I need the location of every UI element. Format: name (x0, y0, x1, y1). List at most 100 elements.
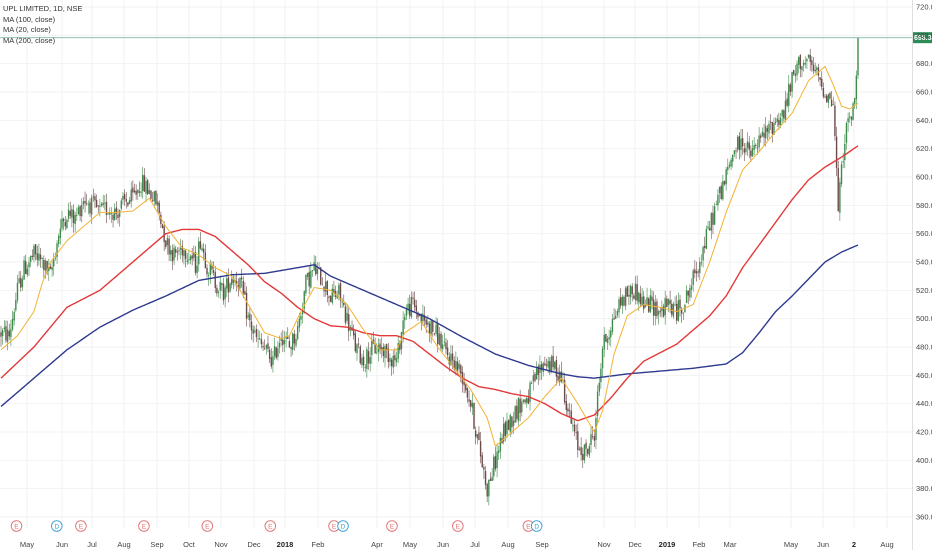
candle (530, 381, 533, 384)
candle (521, 397, 523, 417)
dividend-marker[interactable]: D (530, 520, 543, 532)
candle (267, 335, 269, 353)
candle (244, 281, 246, 295)
candle (194, 246, 197, 276)
candle (766, 124, 769, 141)
candle (412, 292, 414, 305)
candle (736, 135, 739, 153)
legend-ma20[interactable]: MA (20, close) (3, 25, 51, 34)
candle (845, 121, 848, 150)
candle (46, 260, 48, 276)
earnings-marker[interactable]: E (10, 520, 23, 532)
candle (316, 261, 319, 281)
candle (649, 288, 652, 313)
candle (532, 369, 535, 391)
x-tick-label: Feb (693, 540, 706, 549)
candle (687, 290, 689, 305)
candle (440, 331, 442, 351)
candle (413, 291, 416, 314)
y-tick-label: 600.00 (916, 173, 932, 182)
candle (807, 54, 810, 59)
x-tick-label: Jun (56, 540, 68, 549)
candle (339, 280, 342, 308)
candle (41, 257, 43, 269)
candle (615, 309, 617, 320)
x-tick-label: Aug (880, 540, 893, 549)
earnings-marker[interactable]: E (75, 520, 87, 532)
candle (278, 335, 281, 354)
candle (741, 128, 744, 155)
candle (31, 249, 34, 260)
candle (352, 324, 355, 340)
candle (432, 320, 434, 337)
dividend-marker[interactable]: D (51, 520, 63, 532)
candle (700, 254, 703, 267)
candle (155, 190, 157, 206)
candle (797, 56, 800, 74)
candle (336, 290, 338, 299)
legend-ma200[interactable]: MA (200, close) (3, 35, 56, 45)
candle (560, 361, 563, 384)
candle (268, 346, 271, 364)
candle (405, 304, 408, 321)
candle (81, 198, 83, 223)
candle (184, 249, 187, 268)
candle (743, 143, 745, 162)
candle (835, 126, 838, 177)
legend-ma100[interactable]: MA (100, close) (3, 14, 56, 24)
ma100-line[interactable] (0, 145, 859, 422)
candle (100, 201, 103, 208)
candle (624, 286, 627, 311)
candle (788, 75, 790, 113)
ma200-line[interactable] (0, 244, 859, 408)
candle (292, 332, 294, 356)
candle (478, 426, 480, 441)
candle (718, 186, 721, 203)
candle (163, 221, 165, 252)
y-tick-label: 660.00 (916, 88, 932, 97)
candle (806, 57, 808, 70)
x-tick-label: 2018 (277, 540, 294, 549)
candle (832, 96, 834, 106)
candle (611, 313, 614, 335)
candle (76, 207, 78, 222)
candle (850, 116, 853, 127)
candle (717, 189, 719, 211)
candle (768, 120, 770, 139)
candle (626, 285, 628, 297)
candle (160, 211, 162, 228)
candle (181, 240, 183, 263)
candle (301, 302, 304, 324)
candle (802, 59, 805, 72)
candle (384, 344, 386, 368)
candle (610, 327, 612, 347)
candle (758, 127, 760, 152)
candle (840, 160, 843, 188)
x-tick-label: Sep (150, 540, 163, 549)
candle (819, 77, 821, 87)
candle (473, 402, 475, 430)
y-tick-label: 560.00 (916, 229, 932, 238)
candle (92, 188, 94, 202)
candle (470, 399, 472, 412)
earnings-marker[interactable]: E (138, 520, 150, 532)
candle (313, 255, 315, 272)
candle (125, 191, 127, 209)
candle (148, 183, 151, 195)
earnings-marker[interactable]: E (386, 520, 398, 532)
x-tick-label: Nov (214, 540, 228, 549)
earnings-marker[interactable]: E (452, 520, 464, 532)
legend-title[interactable]: UPL LIMITED, 1D, NSE (3, 4, 83, 13)
dividend-marker[interactable]: D (337, 520, 349, 532)
earnings-marker[interactable]: E (201, 520, 214, 532)
candle (481, 452, 483, 468)
candle (97, 205, 99, 213)
candle (596, 384, 599, 423)
candle (427, 315, 429, 328)
y-tick-label: 680.00 (916, 59, 932, 68)
candle (217, 289, 220, 298)
earnings-marker[interactable]: E (264, 520, 277, 532)
candle (95, 194, 98, 208)
ma20-line[interactable] (0, 65, 859, 448)
